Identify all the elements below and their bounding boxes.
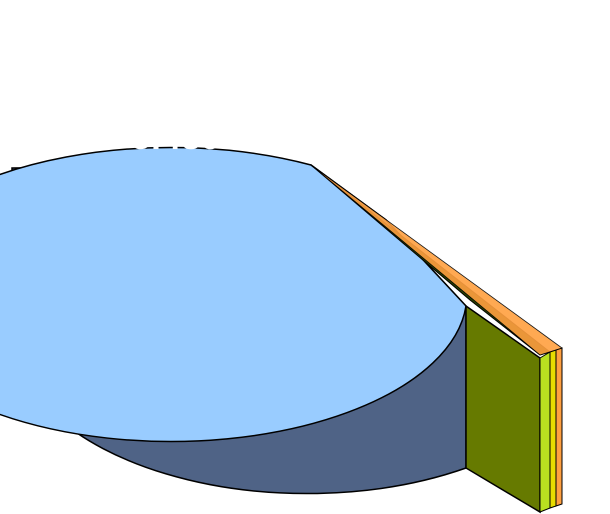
slice-idroelettrico-top <box>0 146 467 443</box>
slice-label-line2: 5.489 GWh 1.550 MW <box>131 116 489 157</box>
slice-small-2-edge <box>549 349 557 509</box>
slice-label: Idroelettrico 98,8% 5.489 GWh 1.550 MW <box>131 63 489 157</box>
small-slices <box>310 164 563 514</box>
slice-idroelettrico <box>0 146 467 495</box>
slice-small-1-edge <box>539 351 551 513</box>
slice-label-line1: Idroelettrico 98,8% <box>147 63 467 104</box>
slice-small-3-edge <box>555 347 563 507</box>
slice-small-top-sliver <box>310 164 563 356</box>
